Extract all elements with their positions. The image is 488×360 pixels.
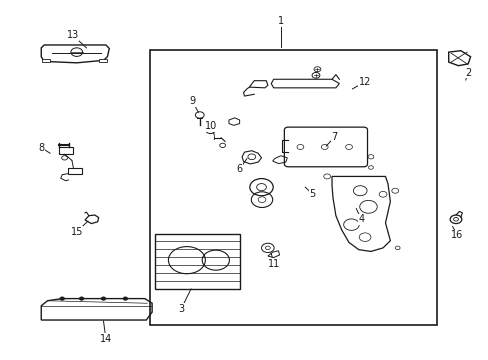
Bar <box>68 168 82 174</box>
Text: 12: 12 <box>358 77 370 87</box>
Text: 10: 10 <box>205 121 217 131</box>
Text: 13: 13 <box>66 30 79 40</box>
Text: 8: 8 <box>39 143 45 153</box>
Text: 14: 14 <box>100 334 112 344</box>
Bar <box>59 147 73 154</box>
Text: 6: 6 <box>236 164 242 174</box>
Bar <box>149 50 436 325</box>
FancyBboxPatch shape <box>284 127 367 167</box>
Text: 2: 2 <box>464 68 470 78</box>
Circle shape <box>79 297 84 300</box>
Circle shape <box>60 297 64 300</box>
Bar <box>41 59 50 62</box>
Text: 11: 11 <box>267 259 279 269</box>
Text: 5: 5 <box>309 189 315 199</box>
Text: 7: 7 <box>331 132 337 142</box>
Text: 16: 16 <box>450 230 463 240</box>
Text: 15: 15 <box>70 227 83 237</box>
Text: 9: 9 <box>189 96 195 107</box>
Text: 3: 3 <box>178 303 184 314</box>
Text: 1: 1 <box>277 16 284 26</box>
Circle shape <box>101 297 106 300</box>
Text: 4: 4 <box>357 214 364 224</box>
Bar <box>99 59 107 62</box>
Bar <box>154 234 239 289</box>
Circle shape <box>122 297 127 300</box>
